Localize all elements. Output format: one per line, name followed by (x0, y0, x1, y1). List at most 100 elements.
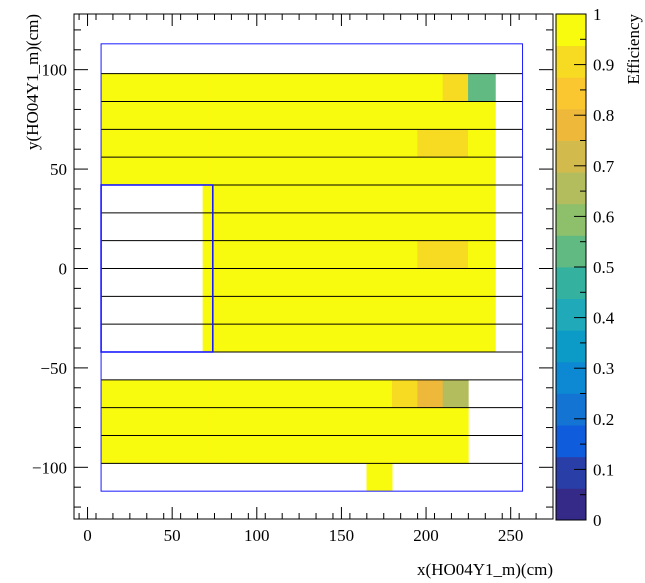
heatmap-cell (210, 323, 368, 353)
heatmap-cell (366, 407, 393, 436)
heatmap-cell (391, 435, 418, 464)
heatmap-cell (417, 212, 444, 241)
heatmap-cell (391, 184, 418, 214)
heatmap-cell (417, 156, 444, 186)
heatmap-cell (417, 268, 444, 297)
heatmap-cell (210, 101, 368, 130)
heatmap-cell (417, 379, 444, 408)
heatmap-cell (151, 379, 212, 408)
color-scale-tick-label: 0.3 (593, 359, 614, 378)
heatmap-cell (391, 240, 418, 269)
color-scale-swatch (556, 488, 586, 521)
heatmap-cell (210, 407, 368, 436)
heatmap-cell (100, 129, 153, 158)
heatmap-cell (366, 73, 393, 102)
color-scale-swatch (556, 267, 586, 300)
x-tick-label: 100 (244, 526, 270, 545)
heatmap-cell (366, 101, 393, 130)
x-axis: 0 50 100 150 200 250 (78, 14, 554, 545)
heatmap-cell (468, 184, 496, 214)
heatmap-cell (442, 129, 469, 158)
heatmap-cell (366, 463, 393, 492)
color-scale-swatch (556, 425, 586, 458)
color-scale-title: Efficiency (624, 14, 643, 85)
y-tick-label: 50 (50, 160, 67, 179)
heatmap-cell (417, 73, 444, 102)
heatmap-cell (210, 379, 368, 408)
heatmap-cell (366, 129, 393, 158)
heatmap-cell (210, 73, 368, 102)
heatmap-cell (417, 407, 444, 436)
heatmap-cell (100, 156, 153, 186)
heatmap-cell (442, 240, 469, 269)
color-scale: 0 0.1 0.2 0.3 0.4 0.5 0.6 0.7 0.8 0.9 1 (555, 5, 615, 530)
color-scale-swatch (556, 45, 586, 78)
heatmap-cell (468, 240, 496, 269)
heatmap-cell (391, 379, 418, 408)
heatmap-cell (417, 101, 444, 130)
heatmap-cell (442, 101, 469, 130)
heatmap-cell (442, 156, 469, 186)
color-scale-swatch (556, 361, 586, 394)
color-scale-tick-label: 0.6 (593, 207, 614, 226)
heatmap-cell (417, 323, 444, 353)
heatmap-cell (210, 184, 368, 214)
heatmap-cell (391, 156, 418, 186)
heatmap-cell (417, 296, 444, 325)
heatmap-cell (210, 268, 368, 297)
heatmap-cell (442, 268, 469, 297)
color-scale-swatch (556, 14, 586, 47)
detector-frames (100, 43, 524, 492)
heatmap-cell (151, 73, 212, 102)
heatmap-cell (417, 129, 444, 158)
heatmap-cell (442, 296, 469, 325)
heatmap-cell (442, 212, 469, 241)
heatmap-cell (100, 435, 153, 464)
heatmap-cell (391, 407, 418, 436)
color-scale-swatch (556, 172, 586, 205)
color-scale-swatch (556, 140, 586, 173)
plot-frame (73, 13, 554, 520)
x-tick-label: 50 (164, 526, 181, 545)
heatmap-cell (151, 156, 212, 186)
heatmap-cell (366, 268, 393, 297)
color-scale-tick-label: 0.1 (593, 460, 614, 479)
color-scale-tick-label: 1 (593, 5, 602, 24)
heatmap-cell (151, 435, 212, 464)
heatmap-cell (151, 101, 212, 130)
heatmap-cell (366, 379, 393, 408)
x-tick-label: 200 (413, 526, 439, 545)
heatmap-cell (210, 435, 368, 464)
heatmap-cell (210, 129, 368, 158)
color-scale-swatch (556, 77, 586, 110)
x-tick-label: 250 (498, 526, 524, 545)
heatmap-cell (442, 323, 469, 353)
x-tick-label: 150 (329, 526, 355, 545)
heatmap-cell (468, 156, 496, 186)
heatmap-cell (391, 268, 418, 297)
x-axis-title: x(HO04Y1_m)(cm) (417, 560, 553, 579)
heatmap-cell (100, 73, 153, 102)
heatmap-cells (100, 73, 496, 492)
y-axis-title: y(HO04Y1_m)(cm) (23, 14, 42, 150)
heatmap-cell (442, 73, 469, 102)
heatmap-cell (391, 296, 418, 325)
heatmap-cell (468, 73, 496, 102)
heatmap-cell (417, 435, 444, 464)
heatmap-cell (210, 296, 368, 325)
heatmap-cell (210, 212, 368, 241)
heatmap-cell (442, 379, 469, 408)
heatmap-cell (391, 323, 418, 353)
heatmap-cell (366, 435, 393, 464)
heatmap-cell (442, 435, 469, 464)
y-tick-label: 0 (59, 259, 68, 278)
color-scale-tick-label: 0.4 (593, 309, 615, 328)
heatmap-cell (366, 323, 393, 353)
color-scale-tick-label: 0.7 (593, 157, 615, 176)
heatmap-cell (417, 184, 444, 214)
heatmap-cell (366, 156, 393, 186)
color-scale-swatch (556, 456, 586, 489)
heatmap-cell (442, 407, 469, 436)
y-tick-label: −50 (40, 359, 67, 378)
heatmap-cell (391, 73, 418, 102)
